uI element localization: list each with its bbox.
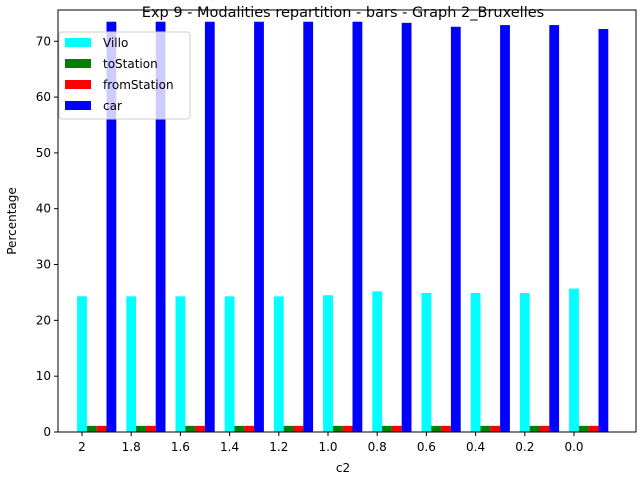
x-axis: 2 1.8 1.6 1.4 1.2 1.0 0.8 0.6 0.4 0.2 0.0 bbox=[78, 432, 584, 454]
bar-fromstation-2 bbox=[195, 425, 205, 432]
bar-tostation-9 bbox=[529, 425, 540, 432]
y-tick-label-6: 60 bbox=[36, 90, 51, 104]
y-axis-title: Percentage bbox=[5, 187, 19, 255]
bar-villo-4 bbox=[273, 296, 284, 432]
x-tick-label-10: 0.0 bbox=[564, 440, 583, 454]
x-tick-label-5: 1.0 bbox=[318, 440, 337, 454]
chart-title: Exp 9 - Modalities repartition - bars - … bbox=[142, 5, 544, 21]
bar-tostation-4 bbox=[283, 425, 294, 432]
bar-car-2 bbox=[204, 21, 215, 432]
bar-villo-0 bbox=[77, 296, 87, 432]
bar-car-10 bbox=[598, 28, 609, 432]
x-tick-label-9: 0.2 bbox=[515, 440, 534, 454]
x-tick-label-2: 1.6 bbox=[171, 440, 190, 454]
bar-fromstation-10 bbox=[588, 425, 599, 432]
x-tick-label-4: 1.2 bbox=[269, 440, 288, 454]
bar-tostation-2 bbox=[185, 425, 196, 432]
bar-fromstation-7 bbox=[441, 425, 451, 432]
bar-fromstation-5 bbox=[342, 425, 353, 432]
y-tick-label-7: 70 bbox=[36, 34, 51, 48]
bar-car-5 bbox=[352, 21, 363, 432]
y-tick-label-5: 50 bbox=[36, 146, 51, 160]
y-tick-label-4: 40 bbox=[36, 202, 51, 216]
bar-fromstation-3 bbox=[244, 425, 255, 432]
x-tick-label-0: 2 bbox=[78, 440, 86, 454]
bar-tostation-3 bbox=[234, 425, 245, 432]
y-tick-label-0: 0 bbox=[43, 425, 51, 439]
bar-car-1 bbox=[155, 21, 166, 432]
legend-label-fromstation: fromStation bbox=[103, 78, 174, 92]
legend-swatch-villo bbox=[65, 38, 91, 47]
legend-label-tostation: toStation bbox=[103, 57, 158, 71]
legend: Villo toStation fromStation car bbox=[58, 31, 191, 120]
bar-car-6 bbox=[401, 22, 412, 433]
x-tick-label-3: 1.4 bbox=[220, 440, 239, 454]
legend-label-villo: Villo bbox=[103, 36, 128, 50]
y-tick-label-2: 20 bbox=[36, 313, 51, 327]
bar-villo-8 bbox=[470, 293, 481, 432]
legend-swatch-tostation bbox=[65, 59, 91, 68]
bar-car-3 bbox=[254, 21, 264, 432]
y-tick-label-1: 10 bbox=[36, 369, 51, 383]
legend-swatch-fromstation bbox=[65, 80, 91, 89]
bar-car-7 bbox=[450, 26, 461, 432]
bar-villo-2 bbox=[175, 296, 186, 432]
bar-car-0 bbox=[106, 21, 117, 432]
bar-villo-7 bbox=[421, 293, 432, 432]
bar-fromstation-6 bbox=[391, 425, 402, 432]
bar-car-9 bbox=[549, 25, 560, 432]
bars-layer bbox=[77, 21, 609, 433]
legend-box bbox=[58, 31, 191, 120]
bar-tostation-6 bbox=[382, 425, 392, 432]
bar-tostation-0 bbox=[86, 425, 97, 432]
bar-villo-3 bbox=[224, 296, 235, 432]
y-tick-label-3: 30 bbox=[36, 258, 51, 272]
bar-tostation-5 bbox=[332, 425, 343, 432]
bar-fromstation-4 bbox=[293, 425, 304, 432]
x-tick-label-8: 0.4 bbox=[466, 440, 485, 454]
bar-car-4 bbox=[303, 21, 314, 432]
x-tick-label-6: 0.8 bbox=[368, 440, 387, 454]
bar-villo-10 bbox=[569, 288, 579, 432]
bar-tostation-10 bbox=[578, 425, 589, 432]
bar-villo-9 bbox=[519, 293, 530, 432]
bar-fromstation-1 bbox=[145, 425, 156, 432]
bar-fromstation-0 bbox=[96, 425, 107, 432]
bar-villo-1 bbox=[126, 296, 137, 432]
bar-fromstation-8 bbox=[490, 425, 501, 432]
bar-fromstation-9 bbox=[539, 425, 550, 432]
legend-swatch-car bbox=[65, 101, 91, 110]
legend-label-car: car bbox=[103, 99, 122, 113]
bar-tostation-7 bbox=[431, 425, 442, 432]
x-tick-label-1: 1.8 bbox=[122, 440, 141, 454]
bar-villo-6 bbox=[372, 291, 383, 432]
bar-car-8 bbox=[500, 25, 510, 432]
y-axis: 0 10 20 30 40 50 60 70 bbox=[36, 34, 58, 439]
bar-tostation-1 bbox=[136, 425, 146, 432]
x-tick-label-7: 0.6 bbox=[417, 440, 436, 454]
x-axis-title: c2 bbox=[336, 461, 350, 475]
bar-villo-5 bbox=[323, 295, 333, 432]
bar-tostation-8 bbox=[480, 425, 491, 432]
plot-frame bbox=[57, 9, 637, 433]
